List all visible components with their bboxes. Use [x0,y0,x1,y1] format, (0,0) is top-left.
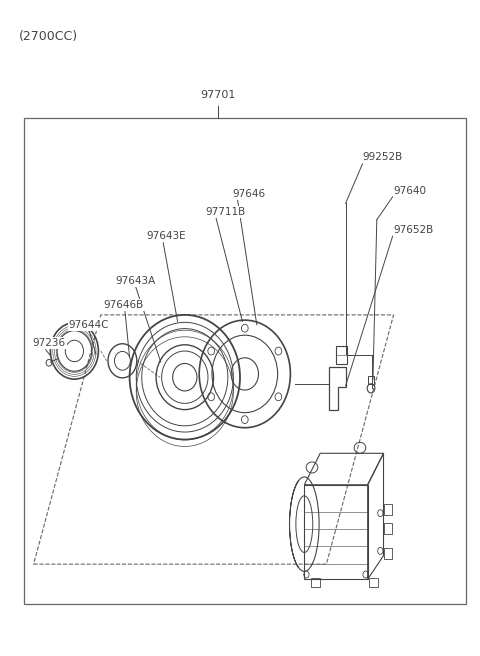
Text: 97646B: 97646B [103,300,144,310]
Bar [368,376,374,384]
Text: 97711B: 97711B [205,207,246,217]
Text: 97701: 97701 [201,90,236,100]
Text: 97652B: 97652B [394,225,434,235]
Bar [384,523,392,533]
Text: 99252B: 99252B [362,152,403,162]
Text: 97640: 97640 [394,186,427,195]
Text: 97644C: 97644C [69,320,109,330]
Bar [384,548,392,559]
Text: (2700CC): (2700CC) [19,30,78,43]
Bar [311,578,320,587]
Bar [24,118,466,604]
Text: 97643A: 97643A [115,276,156,286]
Text: 97646: 97646 [233,189,266,199]
Text: 97236: 97236 [33,338,66,348]
Bar [384,504,392,515]
Bar [369,578,378,587]
Bar [336,346,347,364]
Text: 97643E: 97643E [146,232,186,241]
